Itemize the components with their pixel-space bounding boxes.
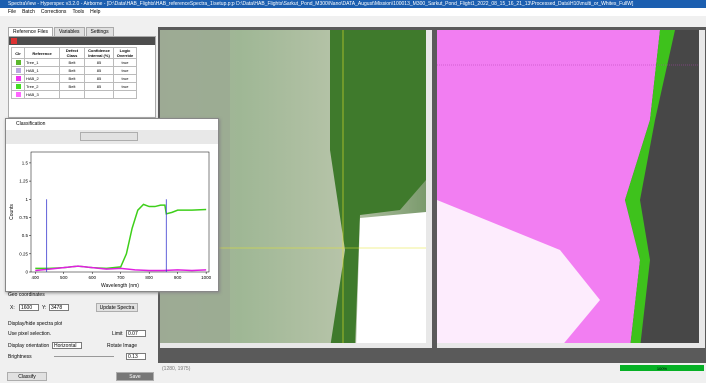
plot-area: [31, 152, 209, 272]
app-window: SpectraView - Hyperspec v3.2.0 - Airborn…: [0, 0, 706, 383]
x-tick-label: 600: [88, 275, 96, 280]
water-area: [356, 212, 426, 348]
limit-input[interactable]: 0.07: [126, 330, 146, 337]
toolbar-buttons[interactable]: [80, 132, 138, 141]
scrollbar[interactable]: [426, 30, 432, 348]
x-tick-label: 400: [32, 275, 40, 280]
y-label: Y:: [42, 305, 46, 311]
update-button[interactable]: Update Spectra: [96, 303, 138, 312]
rotate-label[interactable]: Rotate Image: [107, 343, 137, 349]
classification-window: Classification 0 0.25 0.5 0.75 1 1.25 1.5 400 50…: [5, 118, 219, 292]
x-input[interactable]: 1600: [19, 304, 39, 311]
classify-button[interactable]: Classify: [7, 372, 47, 381]
brightness-slider[interactable]: [54, 356, 114, 357]
y-axis-label: Counts: [9, 204, 15, 220]
limit-label: Limit: [112, 331, 123, 337]
y-tick-label: 0: [25, 270, 28, 275]
spectra-plot: 0 0.25 0.5 0.75 1 1.25 1.5 400 500 600 700 800 900 10…: [6, 146, 218, 291]
plot-toolbar: [6, 130, 218, 144]
x-tick-label: 1000: [201, 275, 212, 280]
pixel-checkbox[interactable]: Use pixel selection.: [8, 331, 51, 337]
orientation-label: Display orientation: [8, 343, 49, 349]
brightness-input[interactable]: 0.13: [126, 353, 146, 360]
geo-label: Geo coordinates: [8, 292, 45, 298]
scrollbar[interactable]: [437, 343, 699, 348]
x-tick-label: 700: [117, 275, 125, 280]
y-tick-label: 0.25: [19, 251, 28, 256]
y-tick-label: 1.5: [22, 160, 29, 165]
scrollbar[interactable]: [699, 30, 705, 348]
control-panel: Geo coordinates X: 1600 Y: 3478 Update S…: [4, 290, 154, 383]
orientation-select[interactable]: Horizontal: [52, 342, 82, 349]
scrollbar[interactable]: [160, 343, 426, 348]
x-tick-label: 900: [174, 275, 182, 280]
x-label: X:: [10, 305, 15, 311]
y-tick-label: 0.75: [19, 215, 28, 220]
y-input[interactable]: 3478: [49, 304, 69, 311]
progress-label: 100%: [657, 366, 668, 371]
x-axis-label: Wavelength (nm): [101, 283, 139, 289]
x-tick-label: 500: [60, 275, 68, 280]
status-coordinates: (1280, 1975): [162, 366, 191, 372]
x-tick-label: 800: [145, 275, 153, 280]
spectra-toggle[interactable]: Display/hide spectra plot: [8, 321, 62, 327]
y-tick-label: 1.25: [19, 179, 28, 184]
window-title-bar: Classification: [6, 119, 219, 129]
window-title: Classification: [16, 121, 45, 127]
y-tick-label: 0.5: [22, 233, 29, 238]
y-tick-label: 1: [25, 197, 28, 202]
brightness-label: Brightness: [8, 354, 32, 360]
save-button[interactable]: Save: [116, 372, 154, 381]
